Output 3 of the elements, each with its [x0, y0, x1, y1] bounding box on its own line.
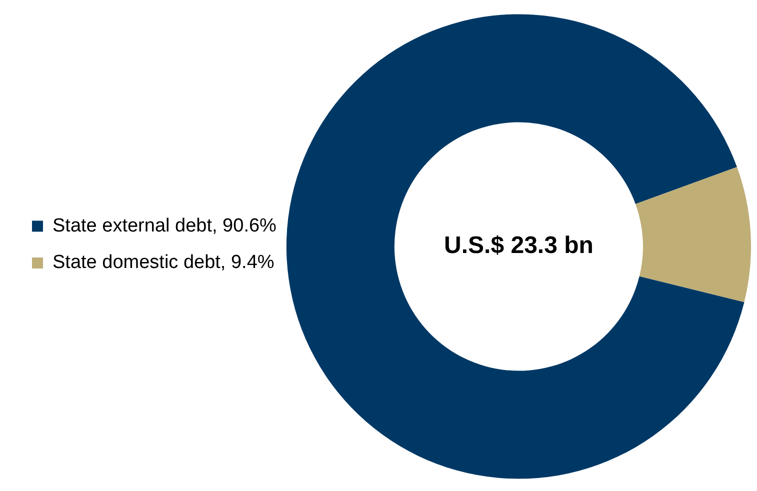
text: U.S.$ 23.3 bn — [444, 232, 594, 260]
legend-label: State external debt, 90.6% — [52, 215, 277, 236]
legend-label: State domestic debt, 9.4% — [52, 252, 274, 274]
